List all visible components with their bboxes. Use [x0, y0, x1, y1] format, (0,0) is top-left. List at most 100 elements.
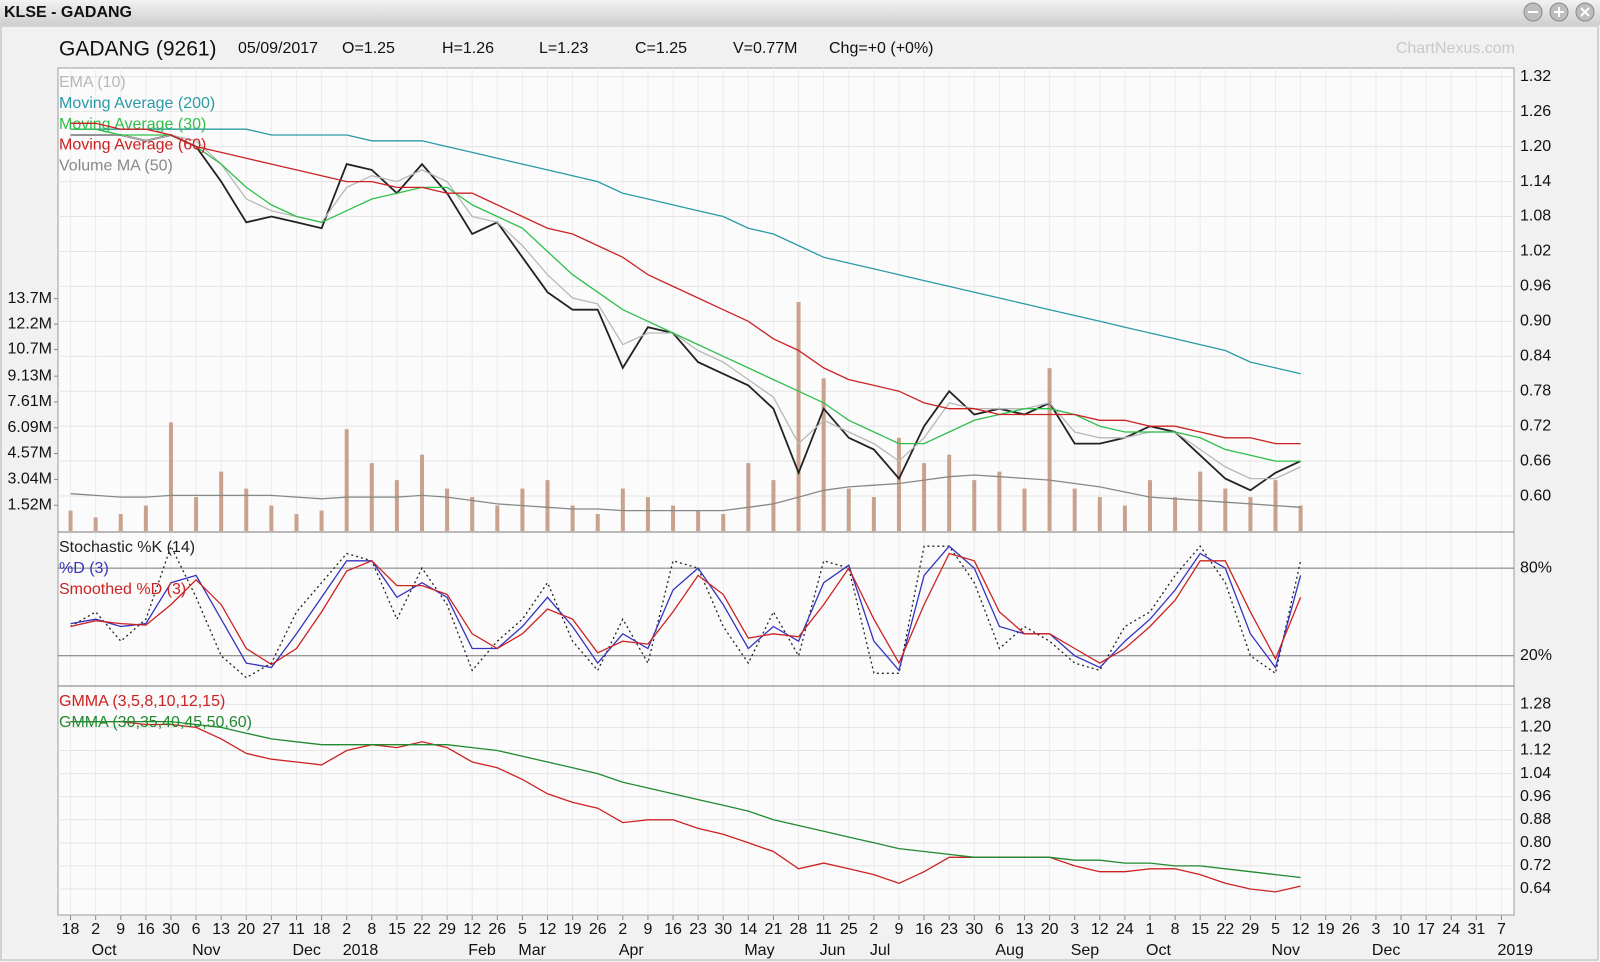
x-tick-label: 8 — [367, 921, 376, 938]
x-tick-label: 13 — [1016, 921, 1034, 938]
series-line — [70, 720, 1301, 893]
series-line — [70, 552, 1302, 666]
x-month-label: Nov — [1272, 942, 1300, 959]
x-tick-label: 12 — [1091, 921, 1109, 938]
x-month-label: 2018 — [343, 942, 379, 959]
series-line — [70, 128, 1301, 375]
x-tick-label: 31 — [1467, 921, 1485, 938]
y-tick-label: 0.78 — [1520, 382, 1551, 399]
legend-entry: Moving Average (60) — [59, 137, 206, 154]
x-tick-label: 6 — [192, 921, 201, 938]
volume-bar — [93, 517, 98, 531]
x-tick-label: 19 — [1317, 921, 1335, 938]
volume-bar — [1122, 505, 1127, 531]
x-month-label: Oct — [92, 942, 117, 959]
volume-bar — [344, 429, 349, 531]
x-tick-label: 21 — [765, 921, 783, 938]
legend-entry: Moving Average (30) — [59, 116, 206, 133]
y-tick-label: 0.96 — [1520, 278, 1551, 295]
maximize-icon — [1554, 7, 1564, 17]
x-tick-label: 20 — [1041, 921, 1059, 938]
x-tick-label: 8 — [1171, 921, 1180, 938]
series-line — [70, 720, 1301, 879]
legend-entry: Smoothed %D (3) — [59, 581, 186, 598]
y2-tick-label: 12.2M — [8, 315, 52, 332]
x-tick-label: 3 — [1070, 921, 1079, 938]
x-tick-label: 22 — [413, 921, 431, 938]
volume-bar — [219, 471, 224, 531]
close-icon — [1580, 7, 1590, 17]
window-buttons[interactable] — [1523, 2, 1595, 22]
x-tick-label: 2 — [869, 921, 878, 938]
plot-area — [57, 67, 1515, 916]
volume-bar — [445, 488, 450, 531]
legend-entry: Moving Average (200) — [59, 95, 215, 112]
y-tick-label: 1.04 — [1520, 765, 1551, 782]
volume-bar — [244, 488, 249, 531]
x-tick-label: 24 — [1116, 921, 1134, 938]
volume-bar — [796, 302, 801, 531]
x-month-label: Jun — [820, 942, 846, 959]
volume-bar — [194, 497, 199, 531]
header-stat: H=1.26 — [442, 40, 494, 57]
series-line — [70, 122, 1301, 445]
x-month-label: Jul — [870, 942, 890, 959]
series-line — [70, 134, 1301, 480]
volume-bar — [1148, 480, 1152, 531]
x-month-label: Oct — [1146, 942, 1171, 959]
volume-bar — [1223, 488, 1228, 531]
y-tick-label: 1.32 — [1520, 68, 1551, 85]
x-tick-label: 9 — [643, 921, 652, 938]
x-tick-label: 3 — [1371, 921, 1380, 938]
volume-bar — [1022, 488, 1027, 531]
x-tick-label: 15 — [388, 921, 406, 938]
y2-tick-label: 9.13M — [8, 367, 52, 384]
x-tick-label: 23 — [689, 921, 707, 938]
title-bar — [0, 0, 1600, 25]
volume-bar — [595, 514, 600, 531]
x-tick-label: 20 — [237, 921, 255, 938]
x-month-label: May — [744, 942, 774, 959]
x-tick-label: 28 — [790, 921, 808, 938]
series-line — [70, 134, 1301, 492]
y-tick-label: 0.64 — [1520, 880, 1551, 897]
y-tick-label: 0.96 — [1520, 788, 1551, 805]
y-tick-label: 1.20 — [1520, 138, 1551, 155]
volume-bar — [997, 471, 1002, 531]
x-month-label: Feb — [468, 942, 496, 959]
volume-bar — [1072, 488, 1077, 531]
x-tick-label: 26 — [1342, 921, 1360, 938]
window-frame — [0, 25, 1599, 961]
window-title: KLSE - GADANG — [4, 4, 132, 21]
x-tick-label: 24 — [1442, 921, 1460, 938]
y-tick-label: 1.08 — [1520, 208, 1551, 225]
volume-bar — [168, 422, 173, 531]
x-tick-label: 29 — [438, 921, 456, 938]
volume-bar — [68, 510, 73, 531]
volume-bar — [721, 514, 726, 531]
volume-bar — [1097, 497, 1102, 531]
volume-bar — [922, 463, 927, 531]
volume-bar — [420, 454, 424, 531]
legend-entry: GMMA (30,35,40,45,50,60) — [59, 714, 252, 731]
y-tick-label: 1.02 — [1520, 243, 1551, 260]
y-tick-label: 1.20 — [1520, 719, 1551, 736]
x-tick-label: 27 — [262, 921, 280, 938]
volume-bar — [269, 505, 274, 531]
legend-entry: EMA (10) — [59, 74, 126, 91]
x-month-label: Dec — [292, 942, 320, 959]
x-month-label: Dec — [1372, 942, 1400, 959]
x-tick-label: 30 — [965, 921, 983, 938]
header-stat: O=1.25 — [342, 40, 395, 57]
x-tick-label: 2 — [342, 921, 351, 938]
y-tick-label: 80% — [1520, 559, 1552, 576]
volume-bar — [1173, 497, 1178, 531]
volume-bar — [671, 505, 676, 531]
y-tick-label: 0.84 — [1520, 348, 1551, 365]
y-tick-label: 1.28 — [1520, 696, 1551, 713]
x-tick-label: 29 — [1242, 921, 1260, 938]
volume-bar — [620, 488, 625, 531]
x-tick-label: 16 — [137, 921, 155, 938]
y-tick-label: 0.90 — [1520, 313, 1551, 330]
